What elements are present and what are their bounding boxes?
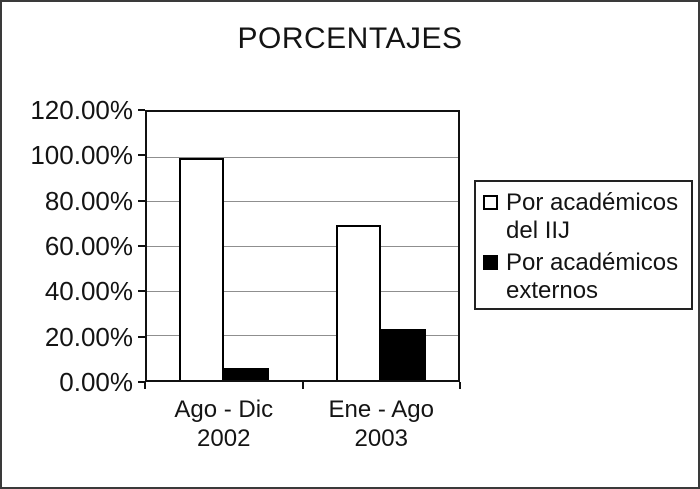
chart-title: PORCENTAJES: [237, 22, 463, 55]
legend-label: Por académicos externos: [506, 249, 679, 304]
legend-marker-black-icon: [483, 255, 498, 270]
bar: [381, 329, 427, 380]
x-category-label-line: Ene - Ago: [328, 396, 434, 423]
gridline: [147, 246, 458, 247]
y-tick-mark: [138, 245, 145, 247]
x-category-label: Ago - Dic 2002: [174, 395, 273, 453]
y-tick-label: 40.00%: [44, 276, 133, 307]
y-tick-label: 0.00%: [59, 367, 133, 397]
y-tick-label: 80.00%: [44, 185, 133, 216]
legend-item: Por académicos externos: [483, 249, 689, 305]
gridline: [147, 290, 458, 292]
x-category-label-line: 2002: [197, 425, 251, 452]
y-tick-mark: [138, 335, 145, 338]
x-tick-mark: [301, 382, 304, 389]
gridline: [147, 335, 458, 337]
y-tick-label: 20.00%: [44, 321, 133, 352]
x-tick-mark: [459, 382, 461, 389]
y-tick-mark: [138, 381, 145, 383]
y-tick-mark: [138, 154, 145, 157]
legend-item: Por académicos del IIJ: [483, 189, 689, 245]
y-tick-mark: [138, 109, 145, 111]
legend: Por académicos del IIJ Por académicos ext…: [474, 180, 693, 310]
bar: [178, 158, 224, 380]
legend-marker-white-icon: [483, 195, 498, 210]
y-tick-mark: [138, 199, 145, 202]
y-tick-label: 60.00%: [44, 231, 133, 261]
x-tick-mark: [144, 382, 146, 389]
plot-area: [145, 110, 460, 382]
y-tick-label: 100.00%: [30, 140, 133, 171]
bar: [223, 368, 269, 380]
gridline: [147, 156, 458, 158]
bar: [336, 225, 382, 380]
x-category-label-line: Ago - Dic: [174, 396, 274, 423]
x-category-label-line: 2003: [354, 425, 408, 452]
gridline: [147, 201, 458, 203]
y-tick-mark: [138, 290, 145, 293]
y-tick-label: 120.00%: [30, 95, 133, 125]
legend-label: Por académicos del IIJ: [506, 189, 679, 244]
x-category-label: Ene - Ago 2003: [329, 395, 434, 453]
